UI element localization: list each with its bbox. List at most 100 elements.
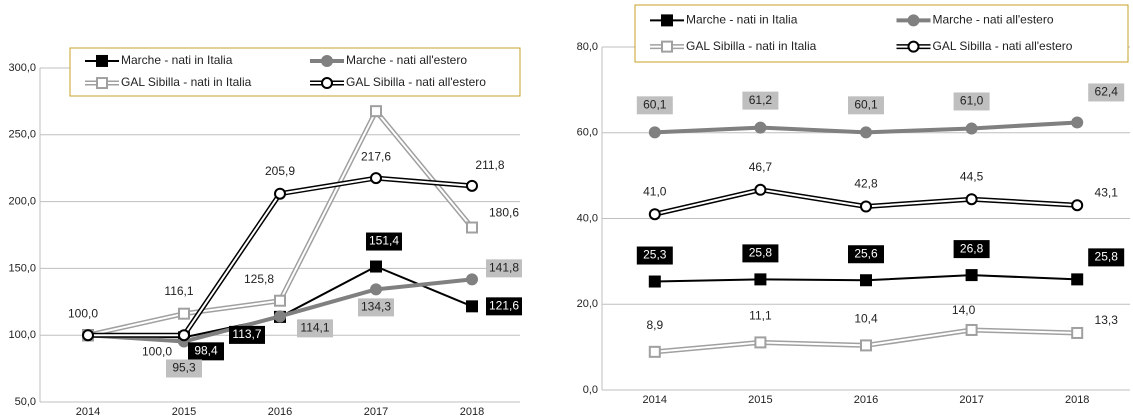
marker — [1071, 199, 1084, 212]
y-tick-label: 20,0 — [577, 298, 598, 310]
y-tick-label: 60,0 — [577, 127, 598, 139]
y-tick-label: 80,0 — [577, 41, 598, 53]
value-label-box — [953, 92, 990, 111]
marker — [907, 40, 920, 53]
marker — [370, 283, 382, 296]
marker — [178, 329, 190, 342]
marker — [274, 294, 286, 307]
legend-label: GAL Sibilla - nati all'estero — [933, 39, 1073, 53]
value-label-box — [848, 245, 884, 264]
marker — [648, 126, 661, 139]
value-label: 25,8 — [1095, 250, 1119, 264]
value-label: 25,6 — [854, 246, 878, 260]
marker — [466, 300, 478, 313]
value-label-box — [1088, 83, 1125, 102]
marker — [754, 273, 767, 286]
y-tick-label: 100,0 — [8, 329, 36, 341]
x-tick-label: 2016 — [268, 406, 292, 418]
x-tick-label: 2014 — [643, 394, 667, 406]
value-label: 141,8 — [489, 261, 519, 275]
marker — [965, 193, 978, 206]
marker — [661, 40, 673, 53]
value-label: 10,4 — [854, 312, 878, 326]
value-label: 100,0 — [68, 306, 98, 320]
legend-label: Marche - nati in Italia — [686, 13, 798, 27]
x-tick-label: 2017 — [364, 406, 388, 418]
value-label: 60,1 — [854, 97, 878, 111]
marker — [965, 122, 978, 135]
marker — [370, 172, 382, 185]
value-label-box — [166, 359, 202, 378]
value-label-box — [636, 246, 673, 265]
value-label: 25,3 — [643, 248, 667, 262]
value-label: 62,4 — [1095, 85, 1119, 99]
value-label-box — [358, 298, 394, 317]
x-tick-label: 2016 — [854, 394, 878, 406]
value-label: 44,5 — [960, 169, 984, 183]
legend-label: GAL Sibilla - nati in Italia — [686, 39, 817, 53]
y-tick-label: 200,0 — [8, 196, 36, 208]
marker — [370, 260, 382, 273]
value-label-box — [188, 342, 224, 361]
legend-label: Marche - nati in Italia — [121, 53, 233, 67]
value-label: 61,2 — [749, 93, 773, 107]
legend-label: Marche - nati all'estero — [933, 13, 1054, 27]
marker — [178, 307, 190, 320]
marker — [907, 14, 920, 27]
value-label-box — [848, 96, 884, 115]
value-label: 14,0 — [952, 303, 976, 317]
value-label: 41,0 — [643, 184, 667, 198]
marker — [1071, 326, 1084, 339]
x-tick-label: 2018 — [460, 406, 484, 418]
value-label: 125,8 — [244, 272, 274, 286]
legend-label: GAL Sibilla - nati in Italia — [121, 75, 252, 89]
marker — [648, 345, 661, 358]
marker — [370, 105, 382, 118]
legend-box — [69, 47, 521, 97]
marker — [96, 54, 108, 67]
value-label: 26,8 — [960, 241, 984, 255]
legend-label: Marche - nati all'estero — [346, 53, 467, 67]
value-label-box — [486, 297, 522, 316]
value-label: 11,1 — [749, 309, 772, 323]
value-label-box — [229, 325, 265, 344]
value-label-box — [297, 319, 333, 338]
value-label: 42,8 — [854, 177, 878, 191]
marker — [96, 77, 108, 90]
value-label: 116,1 — [164, 284, 193, 298]
marker — [754, 183, 767, 196]
value-label: 113,7 — [232, 327, 261, 341]
legend-label: GAL Sibilla - nati all'estero — [346, 75, 486, 89]
y-tick-label: 40,0 — [577, 212, 598, 224]
marker — [466, 273, 478, 286]
value-label: 114,1 — [300, 321, 329, 335]
value-label-box — [366, 232, 402, 251]
value-label: 60,1 — [643, 97, 667, 111]
marker — [321, 77, 333, 90]
value-label: 8,9 — [646, 318, 663, 332]
marker — [860, 339, 872, 352]
marker — [648, 275, 661, 288]
marker — [754, 336, 767, 349]
marker — [274, 310, 286, 323]
x-tick-label: 2018 — [1065, 394, 1089, 406]
marker — [466, 179, 478, 192]
value-label-box — [636, 96, 673, 115]
y-tick-label: 0,0 — [583, 384, 598, 396]
value-label-box — [742, 91, 779, 110]
value-label: 43,1 — [1095, 185, 1119, 199]
marker — [965, 269, 978, 282]
value-label-box — [953, 240, 990, 259]
marker — [754, 121, 767, 134]
marker — [321, 54, 333, 67]
value-label: 25,8 — [749, 246, 773, 260]
value-label: 100,0 — [142, 344, 172, 358]
x-tick-label: 2015 — [172, 406, 196, 418]
marker — [860, 200, 872, 213]
value-label: 121,6 — [489, 299, 519, 313]
y-tick-label: 150,0 — [8, 262, 36, 274]
value-label: 46,7 — [749, 160, 773, 174]
x-tick-label: 2014 — [76, 406, 100, 418]
value-label: 151,4 — [369, 234, 399, 248]
